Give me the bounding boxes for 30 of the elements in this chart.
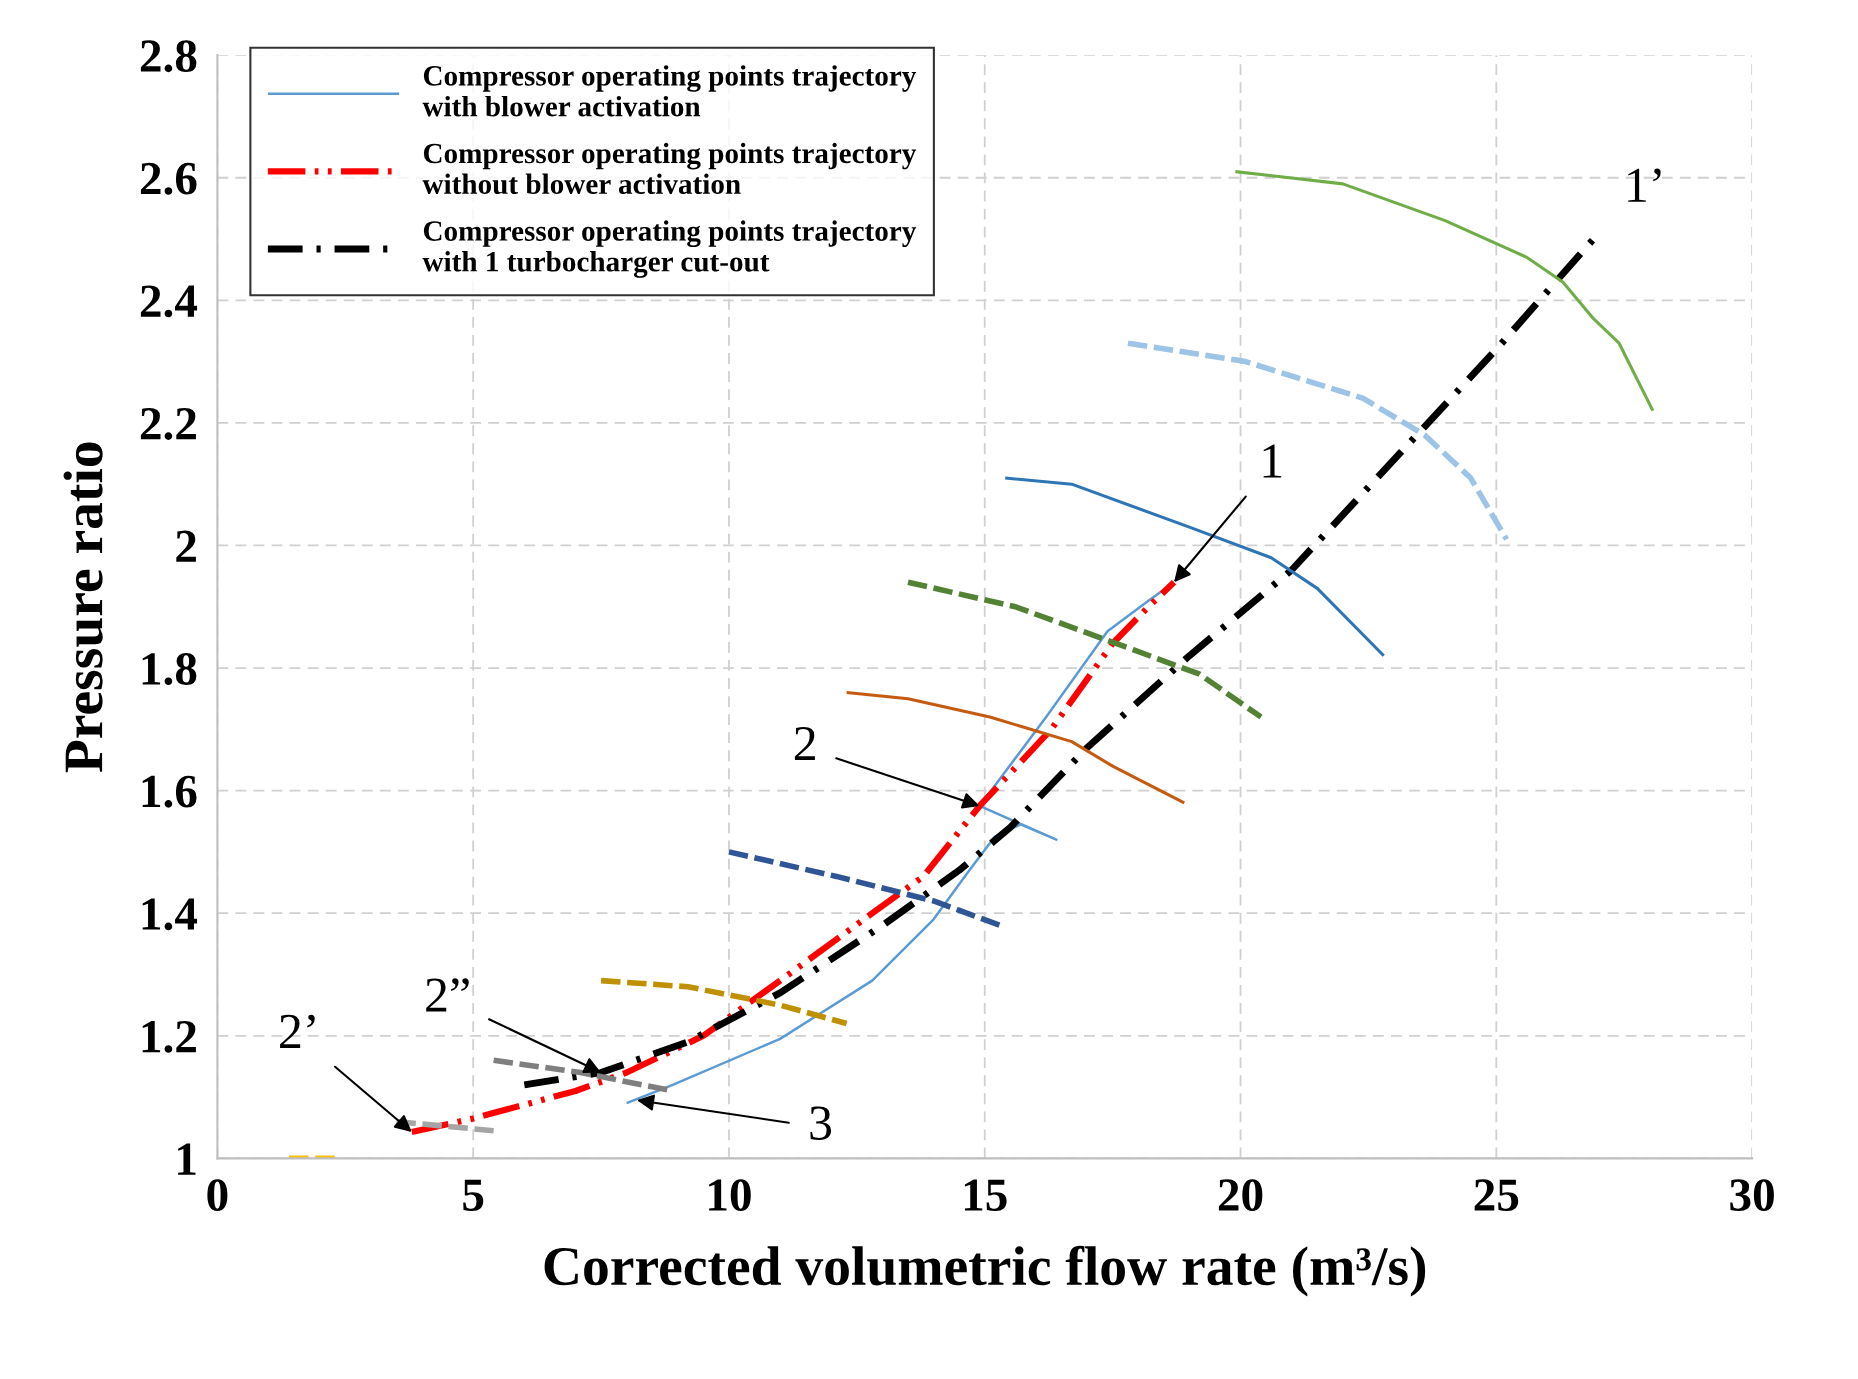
x-tick-label: 25 [1474,1179,1519,1212]
y-tick-label: 1.8 [142,653,197,686]
legend-label: Compressor operating points trajectory with blower activation [422,65,917,117]
annotation: 1 [1263,444,1282,478]
annotation: 3 [810,1106,832,1140]
y-tick-label: 2.6 [140,162,197,195]
y-tick-label: 2.8 [140,40,197,73]
y-tick-label: 1.2 [142,1020,196,1053]
line-series [845,691,1186,805]
y-tick-label: 2 [176,530,196,562]
x-tick-label: 0 [207,1179,228,1212]
y-tick-label: 1.6 [142,775,197,808]
annotation: 2” [426,978,469,1012]
y-axis-title: Pressure ratio [63,442,103,773]
annotation: 1’ [1628,168,1661,202]
x-tick-label: 10 [709,1179,751,1212]
y-tick-label: 2.4 [140,285,198,318]
x-tick-label: 30 [1730,1179,1774,1212]
x-axis-title: Corrected volumetric flow rate (m³/s) [544,1245,1426,1297]
y-tick-label: 1 [178,1143,196,1175]
y-tick-label: 1.4 [142,898,198,931]
y-tick-label: 2.2 [140,408,196,440]
line-series [1003,476,1386,658]
x-tick-label: 5 [463,1179,484,1212]
annotation: 2’ [280,1014,315,1048]
legend-label: Compressor operating points trajectory with 1 turbocharger cut-out [422,220,917,278]
x-tick-label: 20 [1218,1179,1263,1212]
x-tick-label: 15 [964,1179,1007,1212]
annotation: 2 [794,726,815,760]
legend-label: Compressor operating points trajectory without blower activation [422,142,917,195]
